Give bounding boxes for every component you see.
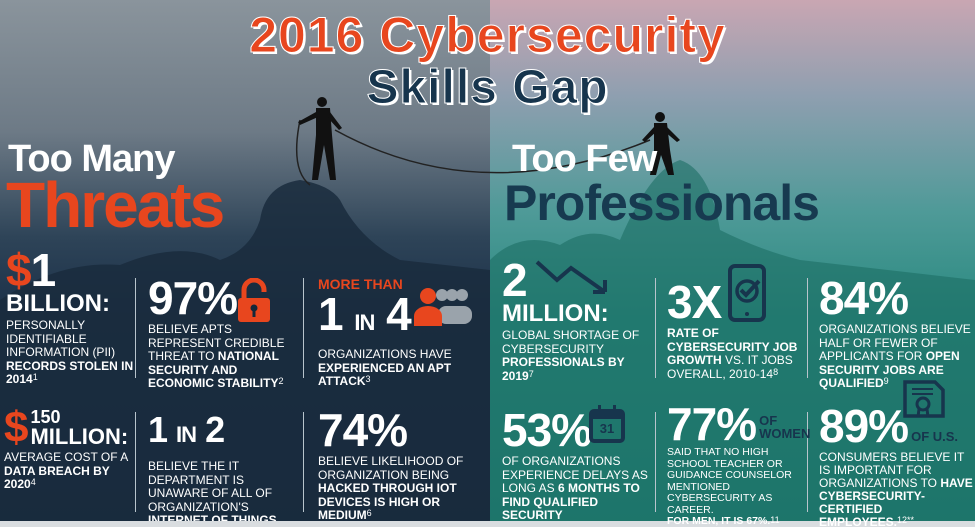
stat-value: 3X bbox=[667, 276, 722, 328]
stat-1-billion: $1 BILLION: PERSONALLY IDENTIFIABLE INFO… bbox=[6, 247, 136, 387]
stat-value-in: IN bbox=[354, 310, 375, 335]
stat-suffix: OF U.S. bbox=[911, 429, 959, 444]
heading-threats: Threats bbox=[6, 169, 225, 241]
stat-value: 53% bbox=[502, 404, 592, 456]
stat-1-in-2: 1 IN 2 BELIEVE THE IT DEPARTMENT IS UNAW… bbox=[148, 408, 298, 527]
stat-desc-bold: HACKED THROUGH IOT DEVICES IS HIGH OR ME… bbox=[318, 481, 457, 522]
stat-unit: MILLION: bbox=[30, 424, 129, 449]
footnote: 1 bbox=[32, 372, 38, 382]
stat-value: 77% bbox=[667, 398, 757, 450]
footnote: 9 bbox=[883, 376, 889, 386]
stat-desc-bold: FOR MEN, IT IS 67%. bbox=[667, 515, 771, 527]
stat-84-percent: 84% ORGANIZATIONS BELIEVE HALF OR FEWER … bbox=[819, 272, 971, 391]
phone-checkmark-icon bbox=[728, 264, 766, 322]
dollar-sign: $ bbox=[4, 403, 29, 452]
footnote: 2 bbox=[278, 376, 284, 386]
stat-desc-bold: EXPERIENCED AN APT ATTACK bbox=[318, 360, 452, 388]
heading-too-many: Too Many bbox=[8, 138, 176, 180]
stat-value: 74% bbox=[318, 404, 408, 456]
divider bbox=[655, 278, 656, 378]
stat-desc: CONSUMERS BELIEVE IT IS IMPORTANT FOR OR… bbox=[819, 450, 965, 490]
stat-desc: BELIEVE APTs REPRESENT CREDIBLE THREAT T… bbox=[148, 322, 285, 363]
divider bbox=[135, 278, 136, 378]
footnote: 4 bbox=[30, 477, 36, 487]
stat-desc: ORGANIZATIONS HAVE bbox=[318, 347, 452, 361]
stat-desc-bold: OPEN SECURITY JOBS ARE QUALIFIED bbox=[819, 349, 960, 390]
calendar-day: 31 bbox=[599, 421, 615, 436]
stat-value-in: IN bbox=[176, 422, 197, 447]
stat-suffix: OF bbox=[759, 413, 778, 428]
stat-prefix: MORE THAN bbox=[318, 276, 403, 292]
rock-silhouette-left bbox=[0, 180, 490, 527]
stat-unit: MILLION: bbox=[502, 300, 609, 327]
heading-professionals: Professionals bbox=[504, 175, 820, 231]
stat-desc: OF ORGANIZATIONS EXPERIENCE DELAYS AS LO… bbox=[502, 454, 648, 495]
stat-value-b: 2 bbox=[205, 409, 225, 450]
stat-desc-bold: DATA BREACH BY 2020 bbox=[4, 463, 110, 491]
stat-2-million: 2 MILLION: GLOBAL SHORTAGE OF CYBERSECUR… bbox=[502, 254, 647, 383]
climber-right-icon bbox=[642, 112, 680, 175]
dollar-sign: $ bbox=[6, 244, 32, 296]
padlock-open-icon bbox=[238, 278, 270, 322]
divider bbox=[655, 412, 656, 512]
stat-desc: GLOBAL SHORTAGE OF CYBERSECURITY bbox=[502, 328, 640, 356]
footnote: 11 bbox=[770, 515, 780, 525]
calendar-icon: 31 bbox=[589, 405, 625, 443]
stat-77-percent: 77% OF WOMEN SAID THAT NO HIGH SCHOOL TEA… bbox=[667, 398, 813, 527]
title-line-2: Skills Gap bbox=[366, 61, 609, 115]
stat-value: 1 bbox=[30, 244, 57, 296]
stat-value: 89% bbox=[819, 400, 909, 452]
stat-value: 2 bbox=[502, 254, 528, 306]
divider bbox=[135, 412, 136, 512]
stat-suffix: WOMEN bbox=[759, 426, 811, 441]
stat-74-percent: 74% BELIEVE LIKELIHOOD OF ORGANIZATION B… bbox=[318, 404, 478, 523]
stat-desc-bold: RATE OF CYBERSECURITY JOB GROWTH bbox=[667, 326, 798, 367]
rope bbox=[295, 119, 651, 186]
stat-desc-bold: HAVE CYBERSECURITY-CERTIFIED EMPLOYEES. bbox=[819, 476, 973, 527]
stat-value: 97% bbox=[148, 272, 238, 324]
stat-value-a: 1 bbox=[148, 409, 168, 450]
stat-desc-bold: PROFESSIONALS BY 2019 bbox=[502, 355, 625, 383]
divider bbox=[807, 278, 808, 378]
stat-value: 150 bbox=[30, 407, 61, 427]
stat-desc: PERSONALLY IDENTIFIABLE INFORMATION (PII… bbox=[6, 318, 116, 359]
people-group-icon bbox=[414, 288, 472, 326]
stat-53-percent: 53% OF ORGANIZATIONS EXPERIENCE DELAYS A… bbox=[502, 404, 652, 527]
stat-3x: 3X RATE OF CYBERSECURITY JOB GROWTH VS. … bbox=[667, 276, 807, 381]
certificate-icon bbox=[903, 380, 945, 418]
stat-desc: BELIEVE THE IT DEPARTMENT IS UNAWARE OF … bbox=[148, 459, 273, 514]
stat-unit: BILLION: bbox=[6, 290, 110, 317]
divider bbox=[807, 412, 808, 512]
rock-silhouette-right bbox=[490, 160, 975, 527]
heading-too-few: Too Few bbox=[512, 138, 657, 180]
stat-desc: ORGANIZATIONS BELIEVE HALF OR FEWER OF A… bbox=[819, 322, 971, 363]
footnote: 6 bbox=[366, 508, 372, 518]
bottom-strip bbox=[0, 521, 975, 527]
stat-desc: SAID THAT NO HIGH SCHOOL TEACHER OR GUID… bbox=[667, 446, 792, 516]
stat-89-percent: 89% OF U.S. CONSUMERS BELIEVE IT IS IMPO… bbox=[819, 400, 973, 527]
stat-1-in-4: MORE THAN 1 IN 4 ORGANIZATIONS HAVE EXPE… bbox=[318, 276, 488, 389]
stat-desc: BELIEVE LIKELIHOOD OF ORGANIZATION BEING bbox=[318, 454, 464, 482]
divider bbox=[303, 278, 304, 378]
divider bbox=[303, 412, 304, 512]
title-line-1: 2016 Cybersecurity bbox=[249, 7, 726, 64]
footnote: 3 bbox=[365, 374, 371, 384]
stat-desc: VS. IT JOBS OVERALL, 2010-14 bbox=[667, 353, 793, 381]
stat-value: 84% bbox=[819, 272, 909, 324]
stat-150-million: $ 150 MILLION: AVERAGE COST OF A DATA BRE… bbox=[4, 403, 134, 492]
stat-value-a: 1 bbox=[318, 288, 344, 340]
trend-down-arrow-icon bbox=[535, 260, 607, 294]
footnote: 7 bbox=[528, 368, 534, 379]
stat-desc-bold: RECORDS STOLEN IN 2014 bbox=[6, 358, 134, 386]
stat-value-b: 4 bbox=[386, 288, 412, 340]
stat-desc-bold: NATIONAL SECURITY AND ECONOMIC STABILITY bbox=[148, 349, 279, 390]
footnote: 8 bbox=[773, 366, 779, 377]
climber-left-icon bbox=[298, 97, 342, 180]
stat-97-percent: 97% BELIEVE APTs REPRESENT CREDIBLE THRE… bbox=[148, 272, 298, 391]
stat-desc: AVERAGE COST OF A bbox=[4, 450, 128, 464]
footnote: 12** bbox=[897, 515, 915, 525]
